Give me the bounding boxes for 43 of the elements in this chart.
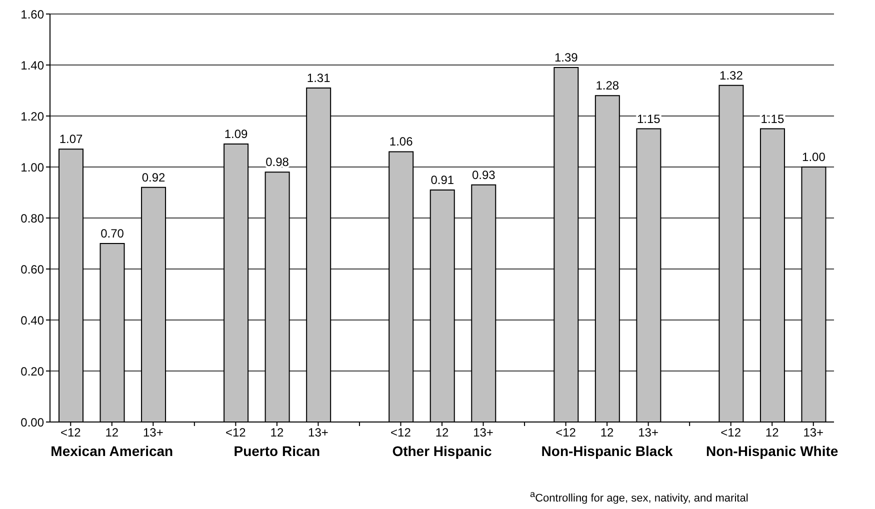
data-label: 0.92: [142, 170, 166, 184]
data-label: 0.70: [100, 226, 124, 240]
x-tick-label: 12: [270, 426, 284, 440]
x-tick-label: 12: [435, 426, 449, 440]
x-tick-label: 13+: [803, 426, 824, 440]
x-tick-label: 12: [765, 426, 780, 440]
data-label: 1.32: [720, 68, 744, 82]
y-tick-label: 1.00: [20, 160, 44, 174]
data-label: 0.98: [266, 155, 290, 170]
x-tick-label: <12: [60, 426, 82, 440]
x-tick-label: 13+: [473, 426, 494, 440]
text: Other Hispanic: [391, 443, 493, 459]
x-tick-label: 12: [600, 426, 614, 440]
y-tick-label: 0.20: [20, 364, 44, 378]
data-label: 1.06: [389, 134, 414, 149]
y-tick-label: 1.40: [20, 58, 44, 72]
x-tick-label: <12: [720, 426, 742, 440]
y-tick-label: 1.60: [20, 7, 44, 22]
data-label: 1.28: [596, 78, 620, 93]
x-tick-label: <12: [556, 426, 576, 440]
y-tick-label: 1.20: [20, 109, 44, 124]
y-tick-label: 0.60: [20, 262, 44, 276]
x-tick-label: 12: [105, 426, 119, 440]
data-label: 0.91: [430, 172, 454, 187]
y-tick-label: 0.40: [20, 313, 44, 328]
text: Puerto Rican: [232, 443, 322, 459]
x-tick-label: 13+: [142, 426, 164, 440]
y-tick-label: 0.00: [20, 415, 44, 430]
x-tick-label: 13+: [308, 426, 328, 440]
text: $^{a}$Controlling for age, sex, nativity, and marital: [530, 489, 748, 505]
data-label: 1.07: [59, 132, 83, 146]
data-label: 1.00: [802, 150, 826, 164]
x-tick-label: <12: [226, 426, 246, 440]
text: Non-Hispanic Black: [540, 443, 674, 459]
text: Non-Hispanic White: [704, 443, 840, 459]
data-label: 1.31: [306, 70, 331, 85]
x-tick-label: 13+: [638, 426, 658, 440]
data-label: 1.39: [554, 50, 578, 65]
y-tick-label: 0.80: [20, 211, 44, 226]
data-label: 0.93: [472, 168, 496, 182]
text: Mexican American: [50, 443, 174, 459]
x-tick-label: <12: [390, 426, 412, 440]
data-label: 1.09: [224, 127, 248, 142]
